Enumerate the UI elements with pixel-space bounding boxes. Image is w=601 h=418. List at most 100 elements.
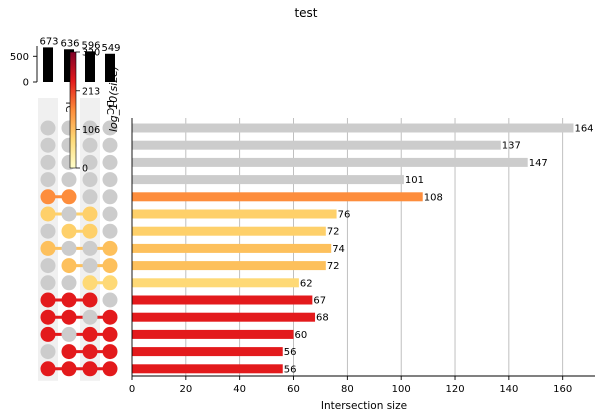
matrix-dot-11-2	[82, 309, 98, 325]
set-label-1: TC	[63, 99, 74, 113]
intersection-bar-12	[132, 329, 294, 339]
set-size-tick-label-0: 0	[23, 78, 29, 89]
intersection-bar-10	[132, 295, 313, 305]
x-axis: 0 20 40 60 80 100 120 140 160	[129, 118, 595, 395]
colorbar-tick-label-2: 213	[82, 86, 100, 97]
x-tick-label-6: 120	[445, 384, 464, 395]
intersection-bar-9	[132, 278, 299, 288]
matrix-dot-12-0	[40, 326, 56, 342]
matrix-dot-9-0	[40, 275, 56, 291]
intersection-bar-label-1: 137	[502, 141, 521, 152]
matrix-dot-13-0	[40, 344, 56, 360]
matrix-dot-14-1	[61, 361, 77, 377]
matrix-dot-7-2	[82, 240, 98, 256]
colorbar-gradient	[69, 51, 77, 169]
matrix-dot-14-2	[82, 361, 98, 377]
colorbar-tick-label-3: 320	[82, 48, 100, 59]
intersection-bar-14	[132, 364, 283, 374]
matrix-dot-4-2	[82, 189, 98, 205]
x-tick-label-1: 20	[179, 384, 192, 395]
matrix-dot-8-3	[102, 258, 118, 274]
set-size-label-2: 596	[81, 40, 100, 51]
matrix-dot-4-3	[102, 189, 118, 205]
matrix-dot-6-1	[61, 223, 77, 239]
matrix-dot-6-2	[82, 223, 98, 239]
x-tick-label-7: 140	[499, 384, 518, 395]
matrix-dot-2-2	[82, 154, 98, 170]
intersection-bar-3	[132, 175, 404, 185]
matrix-dot-0-3	[102, 120, 118, 136]
colorbar-tick-label-1: 106	[82, 125, 100, 136]
matrix-dot-12-2	[82, 326, 98, 342]
matrix-dot-14-3	[102, 361, 118, 377]
matrix-column-shade-2	[80, 98, 100, 381]
matrix-dot-2-0	[40, 154, 56, 170]
matrix-dot-12-1	[61, 326, 77, 342]
intersection-bar-label-4: 108	[424, 192, 443, 203]
matrix-shading	[38, 98, 100, 381]
intersection-bar-label-14: 56	[284, 364, 297, 375]
matrix-dot-9-2	[82, 275, 98, 291]
intersection-bar-label-6: 72	[327, 227, 340, 238]
matrix-dot-1-0	[40, 137, 56, 153]
intersection-bar-13	[132, 347, 283, 357]
matrix-dot-7-1	[61, 240, 77, 256]
matrix-dot-13-1	[61, 344, 77, 360]
x-tick-label-2: 40	[233, 384, 246, 395]
matrix-dot-11-0	[40, 309, 56, 325]
matrix-dot-13-3	[102, 344, 118, 360]
x-tick-label-0: 0	[129, 384, 135, 395]
intersection-bar-6	[132, 226, 326, 236]
matrix-dot-6-0	[40, 223, 56, 239]
matrix-dot-11-1	[61, 309, 77, 325]
matrix-dot-8-2	[82, 258, 98, 274]
matrix-dot-3-2	[82, 172, 98, 188]
intersection-bar-11	[132, 312, 316, 322]
intersection-bar-0	[132, 123, 574, 133]
intersection-bar-label-7: 74	[332, 244, 345, 255]
intersection-bar-2	[132, 157, 528, 167]
x-tick-label-5: 100	[392, 384, 411, 395]
x-tick-label-4: 80	[341, 384, 354, 395]
set-size-label-0: 673	[39, 36, 58, 47]
matrix-dot-13-2	[82, 344, 98, 360]
intersection-bars	[132, 123, 574, 374]
colorbar-label: log_10(size)	[107, 66, 120, 132]
matrix-column-shade-0	[38, 98, 58, 381]
set-size-bar-2	[85, 51, 95, 82]
matrix-dot-3-3	[102, 172, 118, 188]
chart-title: test	[294, 6, 317, 20]
matrix-dot-5-0	[40, 206, 56, 222]
intersection-bar-label-3: 101	[405, 175, 424, 186]
matrix-dot-7-0	[40, 240, 56, 256]
set-size-bars: 673 636 596 549	[39, 36, 121, 82]
matrix-dot-4-0	[40, 189, 56, 205]
intersection-bar-label-0: 164	[574, 124, 593, 135]
set-label-3: DC	[104, 100, 115, 115]
matrix-dot-0-0	[40, 120, 56, 136]
set-size-bar-3	[105, 53, 115, 82]
matrix-dot-6-3	[102, 223, 118, 239]
matrix-dot-7-3	[102, 240, 118, 256]
matrix-dot-8-1	[61, 258, 77, 274]
intersection-bar-label-13: 56	[284, 347, 297, 358]
intersection-bar-4	[132, 192, 423, 202]
x-axis-label: Intersection size	[321, 400, 407, 412]
matrix-dot-5-1	[61, 206, 77, 222]
matrix-dot-3-0	[40, 172, 56, 188]
matrix-dot-5-2	[82, 206, 98, 222]
matrix-dot-4-1	[61, 189, 77, 205]
matrix-dot-8-0	[40, 258, 56, 274]
matrix-dot-0-2	[82, 120, 98, 136]
intersection-bar-label-8: 72	[327, 261, 340, 272]
matrix-dot-11-3	[102, 309, 118, 325]
matrix-dot-12-3	[102, 326, 118, 342]
set-size-label-3: 549	[101, 43, 120, 54]
matrix-dot-9-1	[61, 275, 77, 291]
matrix-dot-10-3	[102, 292, 118, 308]
set-size-bar-1	[64, 49, 74, 82]
set-size-bar-0	[43, 47, 53, 82]
matrix-dot-14-0	[40, 361, 56, 377]
intersection-bar-label-9: 62	[300, 278, 313, 289]
